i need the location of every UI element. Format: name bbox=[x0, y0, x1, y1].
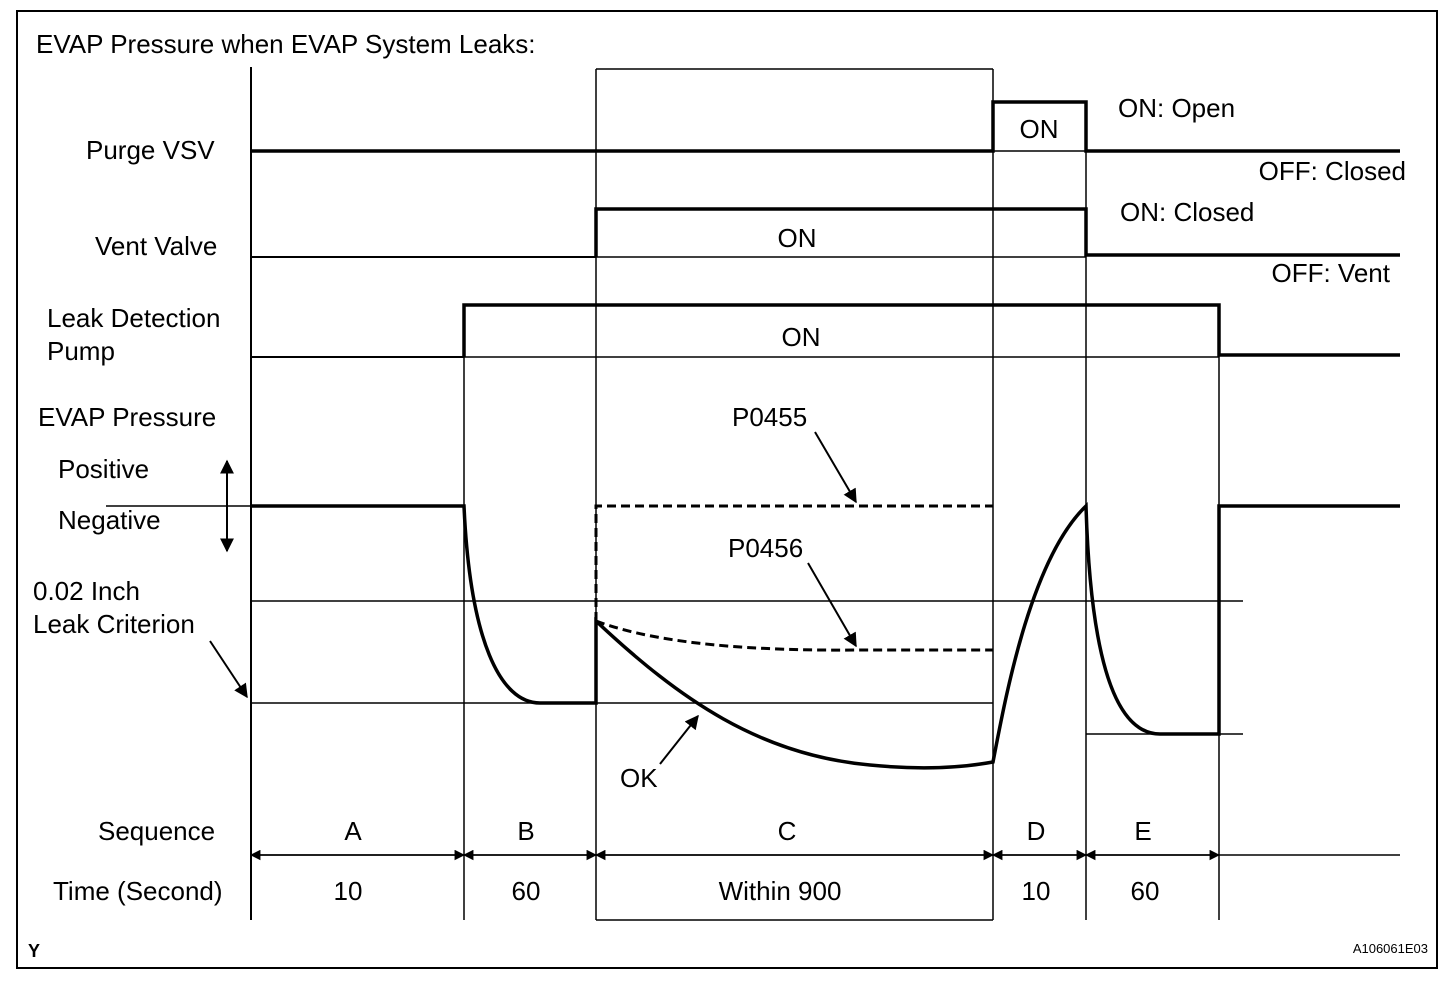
p0456-label: P0456 bbox=[728, 533, 803, 563]
time-step-a: 10 bbox=[334, 876, 363, 906]
sequence-step-e: E bbox=[1134, 816, 1151, 846]
leak-pump-signal: Leak Detection Pump ON bbox=[47, 303, 1400, 366]
leak-pump-label-2: Pump bbox=[47, 336, 115, 366]
sequence-row: Sequence A B C D E bbox=[98, 816, 1400, 861]
vent-valve-on-text: ON bbox=[778, 223, 817, 253]
phase-boundaries bbox=[250, 67, 1220, 921]
evap-pressure-section: EVAP Pressure Positive Negative 0.02 Inc… bbox=[33, 402, 1400, 793]
time-step-b: 60 bbox=[512, 876, 541, 906]
criterion-label-1: 0.02 Inch bbox=[33, 576, 140, 606]
leak-pump-label-1: Leak Detection bbox=[47, 303, 220, 333]
vent-valve-signal: Vent Valve ON ON: Closed OFF: Vent bbox=[95, 197, 1400, 288]
vent-valve-off-state: OFF: Vent bbox=[1272, 258, 1391, 288]
purge-vsv-off-state: OFF: Closed bbox=[1259, 156, 1406, 186]
vent-valve-on-state: ON: Closed bbox=[1120, 197, 1254, 227]
evap-pressure-label: EVAP Pressure bbox=[38, 402, 216, 432]
time-label: Time (Second) bbox=[53, 876, 223, 906]
corner-mark: Y bbox=[28, 941, 40, 961]
sequence-step-b: B bbox=[517, 816, 534, 846]
negative-label: Negative bbox=[58, 505, 161, 535]
criterion-label-2: Leak Criterion bbox=[33, 609, 195, 639]
leak-pump-on-text: ON bbox=[782, 322, 821, 352]
pressure-trace bbox=[251, 501, 1400, 770]
diagram-title: EVAP Pressure when EVAP System Leaks: bbox=[36, 29, 536, 59]
ok-arrow bbox=[659, 714, 699, 765]
purge-vsv-on-text: ON bbox=[1020, 114, 1059, 144]
criterion-arrow bbox=[209, 640, 248, 699]
positive-label: Positive bbox=[58, 454, 149, 484]
p0455-trace bbox=[594, 504, 993, 621]
time-step-d: 10 bbox=[1022, 876, 1051, 906]
time-step-c: Within 900 bbox=[719, 876, 842, 906]
purge-vsv-on-state: ON: Open bbox=[1118, 93, 1235, 123]
time-step-e: 60 bbox=[1131, 876, 1160, 906]
ok-label: OK bbox=[620, 763, 658, 793]
figure-border bbox=[16, 10, 1438, 969]
purge-vsv-signal: Purge VSV ON ON: Open OFF: Closed bbox=[86, 93, 1406, 186]
sequence-step-d: D bbox=[1027, 816, 1046, 846]
sequence-step-a: A bbox=[344, 816, 362, 846]
p0455-arrow bbox=[814, 431, 857, 504]
time-row: Time (Second) 10 60 Within 900 10 60 bbox=[53, 876, 1159, 906]
sequence-label: Sequence bbox=[98, 816, 215, 846]
sequence-step-c: C bbox=[778, 816, 797, 846]
purge-vsv-label: Purge VSV bbox=[86, 135, 215, 165]
vent-valve-label: Vent Valve bbox=[95, 231, 217, 261]
p0455-label: P0455 bbox=[732, 402, 807, 432]
p0456-arrow bbox=[807, 562, 857, 648]
p0456-trace bbox=[595, 619, 993, 652]
figure-id: A106061E03 bbox=[1353, 941, 1428, 956]
